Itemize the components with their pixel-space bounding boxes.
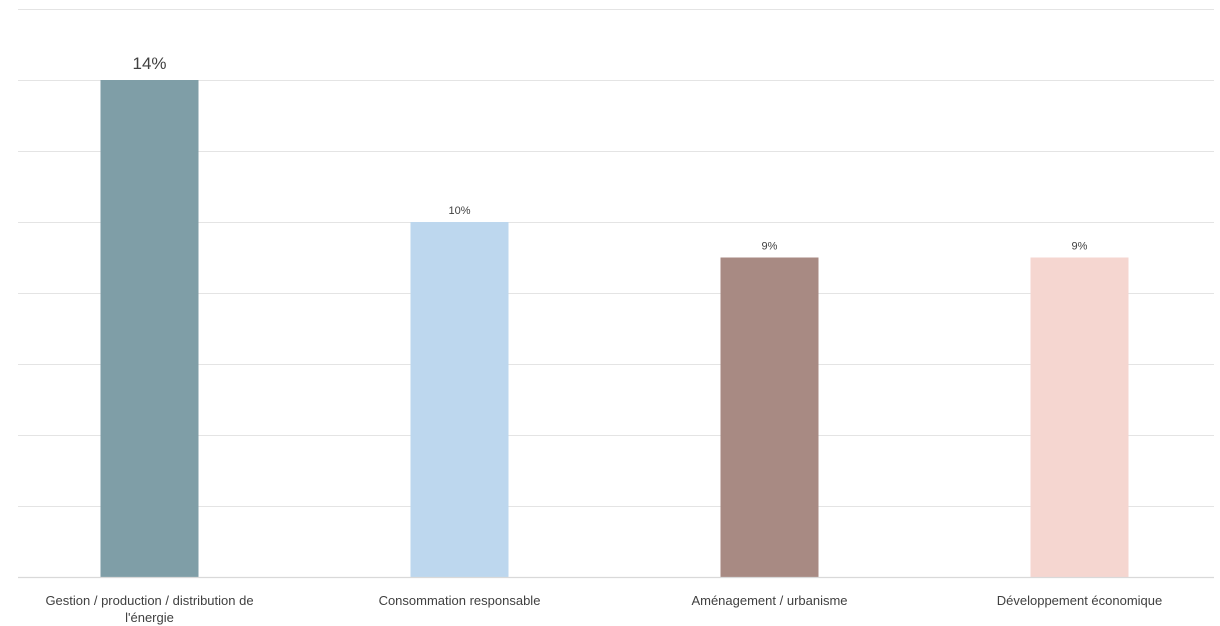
data-label: 14% — [132, 54, 166, 73]
bars — [100, 80, 1129, 577]
data-label: 10% — [448, 205, 470, 217]
gridlines — [18, 9, 1214, 507]
bar — [100, 80, 199, 577]
category-label: Aménagement / urbanisme — [691, 593, 847, 608]
category-labels: Gestion / production / distribution de l'… — [45, 593, 1162, 625]
bar — [720, 257, 819, 577]
data-label: 9% — [762, 241, 778, 253]
category-label: Gestion / production / distribution de — [45, 593, 253, 608]
bar — [1030, 257, 1129, 577]
bar — [410, 222, 509, 577]
data-labels: 14% 10% 9% 9% — [132, 54, 1087, 253]
category-label: Développement économique — [997, 593, 1163, 608]
data-label: 9% — [1072, 241, 1088, 253]
category-label: l'énergie — [125, 610, 174, 625]
category-label: Consommation responsable — [379, 593, 541, 608]
